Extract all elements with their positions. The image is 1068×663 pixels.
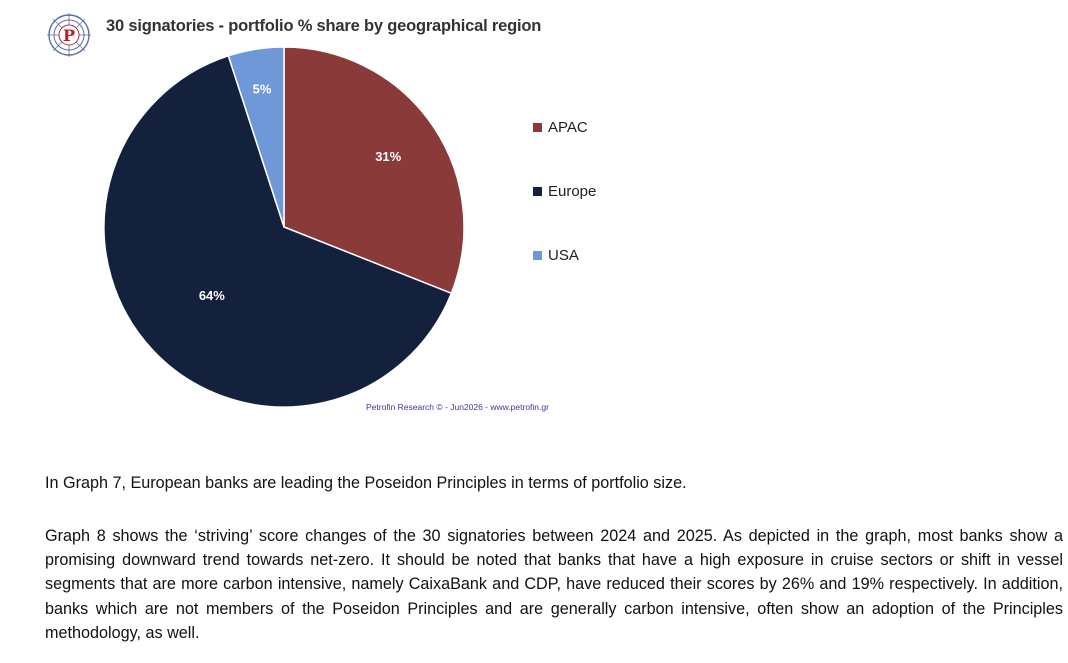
pie-slice-europe (103, 54, 453, 408)
chart-title: 30 signatories - portfolio % share by ge… (106, 17, 542, 35)
legend-label-usa: USA (548, 246, 579, 264)
body-paragraph-2: Graph 8 shows the ‘striving’ score chang… (45, 527, 1063, 642)
pie-slice-apac (283, 46, 465, 295)
logo-letter: P (63, 26, 75, 45)
legend-label-apac: APAC (548, 118, 588, 136)
legend-swatch-europe (533, 186, 542, 196)
pie-label-apac: 31% (375, 149, 401, 164)
legend-item-apac: APAC (533, 117, 596, 137)
chart-source-credit: Petrofin Research © - Jun2026 - www.petr… (366, 402, 549, 412)
legend-swatch-apac (533, 122, 542, 132)
petrofin-logo: P (47, 13, 91, 57)
pie-label-europe: 64% (199, 288, 225, 303)
chart-legend: APAC Europe USA (533, 117, 596, 309)
legend-item-europe: Europe (533, 181, 596, 201)
pie-label-usa: 5% (253, 81, 272, 96)
body-paragraph-1: In Graph 7, European banks are leading t… (45, 474, 687, 492)
legend-item-usa: USA (533, 245, 596, 265)
pie-slice-usa (227, 46, 285, 228)
legend-swatch-usa (533, 250, 542, 260)
legend-label-europe: Europe (548, 182, 597, 200)
